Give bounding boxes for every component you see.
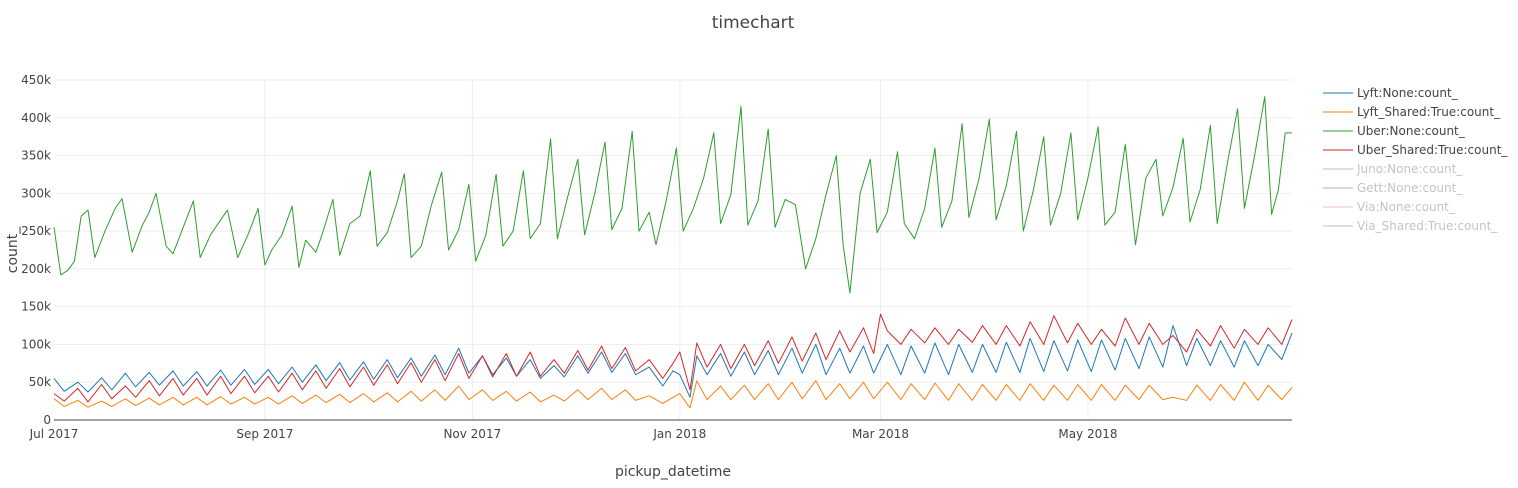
- y-tick-label: 0: [43, 413, 51, 427]
- legend-label: Via:None:count_: [1357, 200, 1456, 214]
- legend: Lyft:None:count_ Lyft_Shared:True:count_ U…: [1323, 86, 1508, 233]
- x-axis-ticks: Jul 2017 Sep 2017 Nov 2017 Jan 2018 Mar 2018…: [29, 427, 1118, 441]
- legend-label: Uber_Shared:True:count_: [1357, 143, 1508, 157]
- series-lines: [53, 96, 1293, 409]
- x-axis-title: pickup_datetime: [615, 464, 731, 480]
- y-tick-label: 350k: [21, 149, 51, 163]
- y-axis-title: count_: [5, 226, 21, 273]
- y-tick-label: 200k: [21, 262, 51, 276]
- y-tick-label: 150k: [21, 300, 51, 314]
- series-line-1[interactable]: [53, 380, 1293, 409]
- chart-title: timechart: [712, 13, 795, 33]
- y-tick-label: 300k: [21, 186, 51, 200]
- y-tick-label: 450k: [21, 73, 51, 87]
- legend-label: Juno:None:count_: [1356, 162, 1463, 176]
- legend-item[interactable]: Lyft_Shared:True:count_: [1323, 105, 1501, 119]
- y-axis-ticks: 0 50k 100k 150k 200k 250k 300k 350k 400k 450k: [21, 73, 51, 427]
- x-tick-label: Sep 2017: [236, 427, 293, 441]
- legend-label: Gett:None:count_: [1357, 181, 1463, 195]
- series-line-3[interactable]: [53, 313, 1293, 403]
- x-tick-label: Jan 2018: [652, 427, 706, 441]
- x-tick-label: May 2018: [1058, 427, 1117, 441]
- y-tick-label: 100k: [21, 337, 51, 351]
- x-tick-label: Mar 2018: [852, 427, 909, 441]
- series-line-0[interactable]: [53, 325, 1293, 398]
- y-tick-label: 50k: [29, 375, 51, 389]
- legend-item[interactable]: Via:None:count_: [1323, 200, 1456, 214]
- plot-background: [54, 80, 1292, 420]
- legend-item[interactable]: Gett:None:count_: [1323, 181, 1463, 195]
- legend-label: Uber:None:count_: [1357, 124, 1466, 138]
- legend-item[interactable]: Juno:None:count_: [1323, 162, 1463, 176]
- legend-label: Lyft:None:count_: [1357, 86, 1459, 100]
- legend-label: Lyft_Shared:True:count_: [1357, 105, 1501, 119]
- legend-label: Via_Shared:True:count_: [1357, 219, 1498, 233]
- legend-item[interactable]: Via_Shared:True:count_: [1323, 219, 1498, 233]
- x-tick-label: Jul 2017: [29, 427, 79, 441]
- series-line-2[interactable]: [53, 96, 1292, 294]
- legend-item[interactable]: Lyft:None:count_: [1323, 86, 1459, 100]
- x-tick-label: Nov 2017: [443, 427, 501, 441]
- legend-item[interactable]: Uber:None:count_: [1323, 124, 1466, 138]
- y-tick-label: 400k: [21, 111, 51, 125]
- y-tick-label: 250k: [21, 224, 51, 238]
- legend-item[interactable]: Uber_Shared:True:count_: [1323, 143, 1508, 157]
